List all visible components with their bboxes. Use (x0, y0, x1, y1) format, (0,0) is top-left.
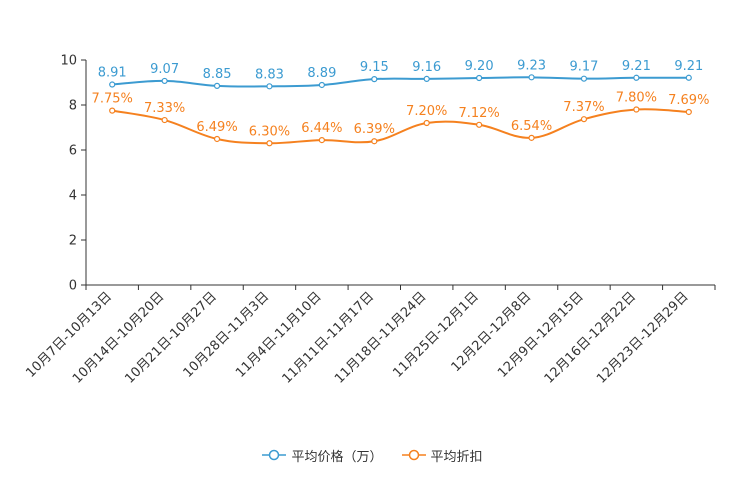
data-point-discount[interactable] (423, 119, 430, 127)
data-point-price[interactable] (685, 74, 692, 81)
data-label-price: 9.23 (517, 58, 546, 73)
x-tick-label: 11月11日-11月17日 (280, 289, 377, 386)
data-label-discount: 7.33% (144, 101, 185, 116)
x-tick-label: 10月7日-10月13日 (23, 289, 115, 381)
data-label-discount: 7.80% (616, 91, 657, 106)
data-point-price[interactable] (213, 82, 221, 89)
x-tick-label: 11月18日-11月24日 (332, 289, 429, 386)
data-label-discount: 6.39% (354, 122, 395, 137)
y-tick-label: 0 (69, 279, 77, 294)
legend-price-marker-icon (262, 449, 287, 461)
data-point-price[interactable] (109, 81, 116, 88)
data-label-discount: 7.20% (406, 104, 447, 119)
x-tick-label: 10月14日-10月20日 (70, 289, 167, 386)
data-point-discount[interactable] (213, 135, 221, 143)
data-point-discount[interactable] (109, 107, 116, 114)
y-tick-label: 6 (69, 144, 77, 159)
series-line-price (112, 76, 689, 88)
data-label-price: 8.91 (98, 66, 127, 81)
data-point-discount[interactable] (580, 116, 588, 123)
series-line-discount (112, 108, 689, 145)
data-label-price: 9.17 (569, 60, 598, 75)
data-label-discount: 7.69% (668, 93, 709, 108)
data-label-price: 8.83 (255, 67, 284, 82)
data-label-price: 8.85 (203, 67, 232, 82)
data-label-price: 8.89 (307, 66, 336, 81)
data-label-price: 9.07 (150, 62, 179, 77)
data-point-price[interactable] (633, 74, 640, 81)
data-label-discount: 6.49% (196, 120, 237, 135)
y-tick-label: 2 (69, 234, 77, 249)
data-point-discount[interactable] (161, 116, 168, 124)
data-label-price: 9.21 (622, 59, 651, 74)
data-point-price[interactable] (266, 83, 273, 90)
x-tick-label: 10月21日-10月27日 (122, 289, 219, 386)
legend-price-label: 平均价格（万） (291, 449, 383, 465)
data-point-discount[interactable] (528, 134, 535, 141)
data-label-discount: 6.44% (301, 121, 342, 136)
data-point-price[interactable] (423, 75, 430, 83)
legend-item-price[interactable]: 平均价格（万） (261, 446, 383, 465)
data-point-price[interactable] (476, 74, 483, 82)
data-point-price[interactable] (580, 75, 588, 82)
data-point-discount[interactable] (318, 137, 325, 144)
data-point-discount[interactable] (685, 108, 692, 116)
data-label-discount: 6.54% (511, 119, 552, 134)
data-point-discount[interactable] (476, 121, 483, 128)
data-label-price: 9.15 (360, 60, 389, 75)
data-point-price[interactable] (318, 81, 325, 89)
data-label-price: 9.16 (412, 60, 441, 75)
data-point-discount[interactable] (266, 140, 273, 147)
data-label-price: 9.20 (465, 59, 494, 74)
y-tick-label: 4 (69, 189, 77, 204)
data-point-price[interactable] (528, 74, 535, 81)
data-label-discount: 7.12% (458, 106, 499, 121)
legend: 平均价格（万） 平均折扣 (0, 444, 744, 466)
y-tick-label: 8 (69, 99, 77, 114)
data-label-price: 9.21 (674, 59, 703, 74)
x-tick-label: 12月16日-12月22日 (542, 289, 639, 386)
data-point-discount[interactable] (371, 138, 378, 145)
legend-discount-label: 平均折扣 (430, 449, 483, 465)
data-point-price[interactable] (371, 76, 378, 83)
data-label-discount: 7.75% (92, 92, 133, 107)
legend-discount-marker-icon (401, 449, 426, 461)
data-point-discount[interactable] (633, 106, 640, 113)
data-label-discount: 7.37% (563, 100, 604, 115)
legend-item-discount[interactable]: 平均折扣 (401, 446, 483, 465)
data-label-discount: 6.30% (249, 124, 290, 139)
x-tick-label: 12月23日-12月29日 (594, 289, 691, 386)
line-chart: 0 2 4 6 8 10 10月7日-10月13日10月14日-10月20日10月21日-1… (23, 54, 716, 387)
y-tick-label: 10 (60, 54, 77, 69)
data-point-price[interactable] (161, 77, 168, 85)
